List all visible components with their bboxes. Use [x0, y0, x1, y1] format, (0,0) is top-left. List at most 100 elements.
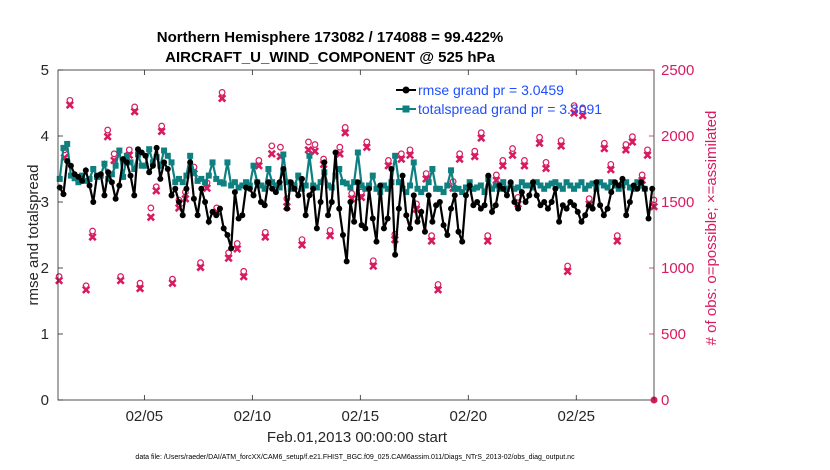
series-totalspread-point — [161, 147, 168, 154]
series-rmse-point — [410, 192, 417, 199]
series-totalspread-point — [146, 146, 153, 153]
series-rmse-point — [582, 212, 589, 219]
obs-possible-point — [240, 267, 248, 275]
obs-possible-point — [305, 138, 312, 146]
series-totalspread-point — [503, 185, 510, 192]
series-totalspread-point — [392, 152, 399, 159]
obs-assimilated-point — [130, 107, 139, 116]
series-totalspread-point — [243, 179, 250, 186]
series-totalspread-point — [526, 182, 533, 189]
obs-possible-point — [484, 232, 492, 240]
series-totalspread-point — [67, 172, 74, 179]
series-rmse-point — [295, 192, 302, 199]
series-totalspread-point — [612, 182, 619, 189]
obs-possible-point — [147, 204, 155, 212]
series-rmse-point — [459, 238, 466, 245]
series-totalspread-point — [79, 172, 86, 179]
series-totalspread-point — [280, 151, 287, 158]
series-rmse-point — [421, 228, 428, 235]
series-totalspread-point — [537, 182, 544, 189]
series-rmse-point — [436, 199, 443, 205]
series-rmse-point — [354, 179, 361, 186]
obs-possible-point — [585, 195, 593, 203]
series-totalspread-point — [444, 182, 451, 189]
legend-spread-marker — [402, 105, 410, 113]
series-rmse-point — [339, 232, 346, 238]
series-totalspread-point — [369, 172, 376, 179]
series-rmse-point — [425, 192, 432, 199]
series-totalspread-point — [228, 182, 235, 189]
series-rmse-point — [526, 192, 533, 199]
obs-possible-point — [428, 232, 435, 240]
y-axis-left-label: rmse and totalspread — [25, 165, 42, 306]
series-totalspread-point — [451, 185, 458, 192]
series-totalspread-point — [339, 179, 346, 186]
series-rmse-point — [149, 162, 156, 169]
series-rmse-point — [112, 195, 119, 202]
obs-possible-point — [348, 189, 356, 197]
series-rmse-point — [455, 228, 462, 235]
obs-possible-point — [66, 96, 74, 104]
series-totalspread-point — [459, 189, 466, 196]
obs-assimilated-point — [362, 143, 371, 152]
series-totalspread-point — [269, 179, 276, 186]
series-totalspread-point — [295, 172, 302, 179]
series-rmse-point — [306, 192, 313, 199]
obs-possible-point — [521, 156, 528, 164]
series-totalspread-point — [563, 179, 570, 186]
series-totalspread-point — [489, 185, 496, 192]
obs-possible-point — [434, 281, 442, 288]
obs-assimilated-point — [233, 244, 242, 253]
series-totalspread-point — [410, 159, 417, 166]
series-totalspread-point — [347, 184, 354, 191]
series-totalspread-point — [317, 179, 324, 186]
legend: rmse grand pr = 3.0459 totalspread grand… — [396, 82, 602, 117]
series-totalspread-point — [638, 182, 645, 189]
series-rmse-point — [205, 218, 212, 225]
y-left-tick-label: 1 — [41, 326, 49, 343]
series-totalspread-point — [164, 152, 171, 159]
series-totalspread-point — [567, 182, 574, 189]
series-rmse-point — [310, 185, 317, 192]
series-rmse-point — [474, 199, 481, 205]
series-rmse-point — [116, 182, 123, 189]
series-totalspread-point — [108, 171, 115, 178]
series-rmse-point — [429, 218, 436, 225]
series-rmse-point — [179, 212, 186, 219]
series-totalspread-point — [336, 166, 343, 172]
series-rmse-point — [325, 212, 332, 219]
series-rmse-point — [142, 152, 149, 159]
obs-possible-point — [298, 236, 306, 244]
obs-assimilated-point — [146, 213, 155, 222]
series-totalspread-point — [574, 182, 581, 189]
chart-title-line1: Northern Hemisphere 173082 / 174088 = 99… — [157, 29, 503, 46]
obs-possible-point — [131, 103, 139, 111]
series-totalspread-point — [310, 182, 317, 189]
obs-possible-point — [406, 146, 414, 154]
series-totalspread-point — [157, 162, 164, 169]
x-tick-label: 02/10 — [234, 408, 272, 425]
series-totalspread-point — [127, 159, 134, 166]
y-axis-right-label: # of obs: o=possible; ×=assimilated — [703, 111, 720, 346]
series-rmse-point — [380, 225, 387, 232]
series-totalspread-point — [455, 185, 462, 192]
series-totalspread-point — [179, 179, 186, 186]
series-rmse-point — [194, 212, 201, 219]
y-right-tick-label: 2500 — [661, 62, 694, 79]
x-axis-label: Feb.01,2013 00:00:00 start — [267, 429, 448, 446]
series-rmse-point — [157, 175, 164, 182]
series-rmse-point — [619, 175, 626, 182]
y-right-tick-label: 500 — [661, 326, 686, 343]
obs-assimilated-point — [65, 100, 74, 110]
obs-possible-point — [341, 123, 349, 131]
series-rmse-point — [97, 171, 104, 178]
series-rmse-point — [563, 205, 570, 212]
series-rmse-point — [105, 169, 112, 176]
series-rmse-point — [418, 208, 425, 215]
series-rmse-point — [343, 258, 350, 265]
series-rmse-point — [571, 202, 578, 209]
series-rmse-point — [86, 182, 93, 189]
series-totalspread-point — [194, 177, 201, 184]
series-rmse-point — [67, 162, 74, 169]
